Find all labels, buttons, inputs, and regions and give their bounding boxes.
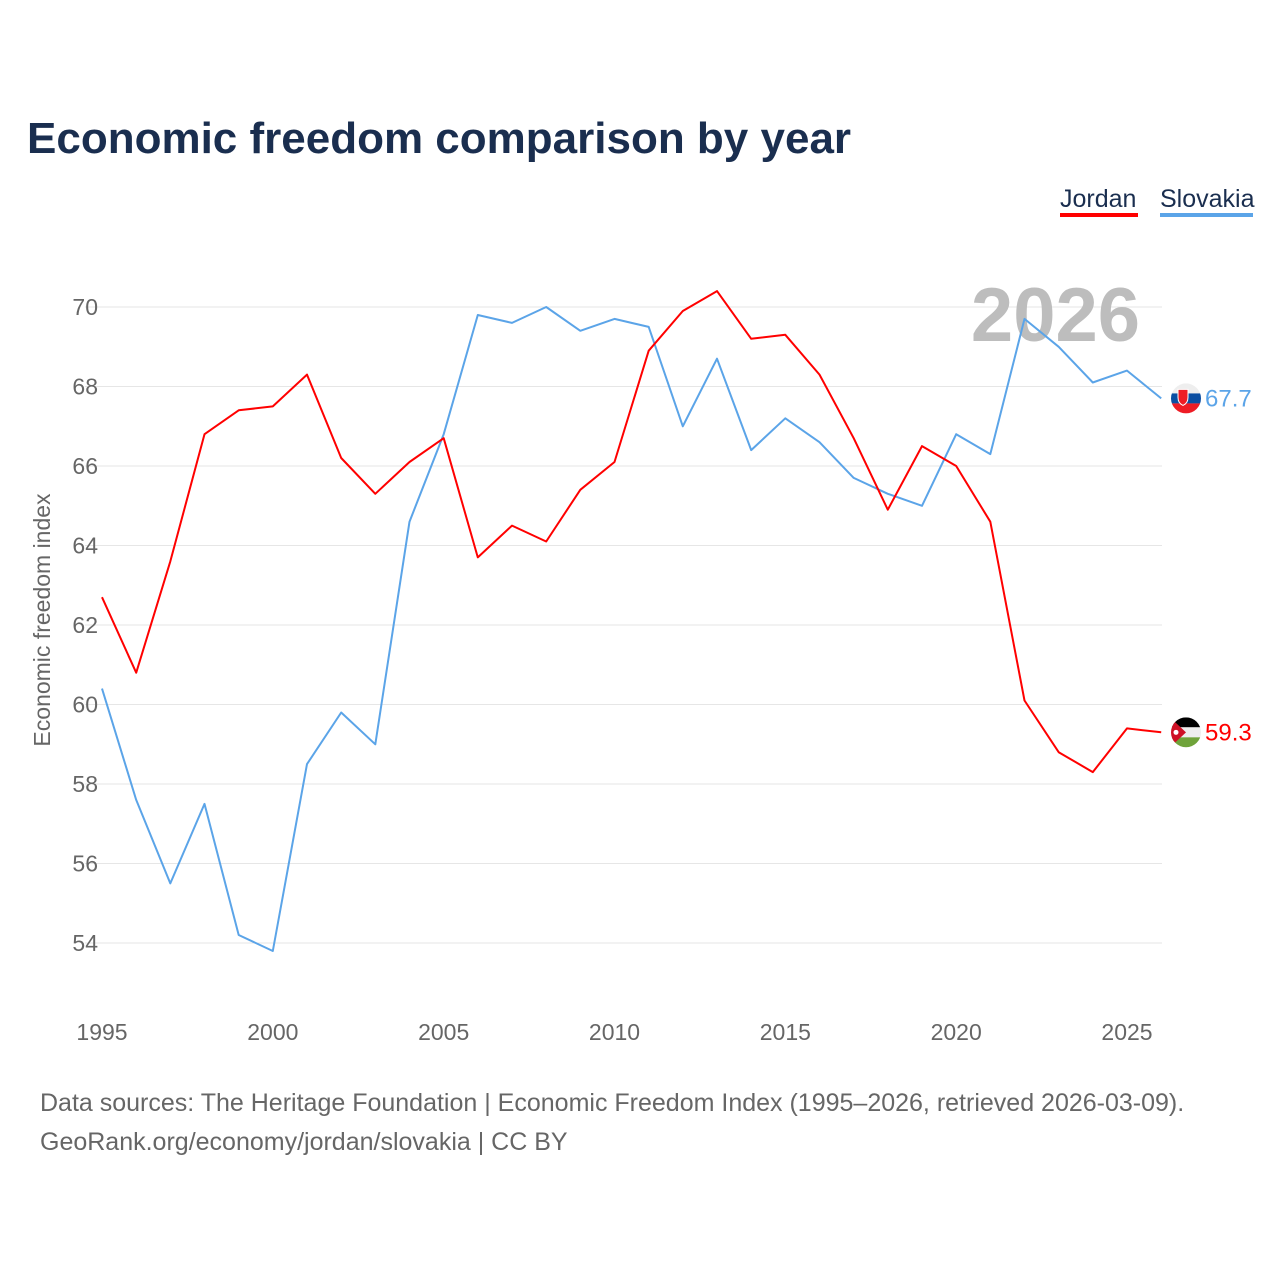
end-labels: 67.7 59.3: [1171, 383, 1252, 748]
line-slovakia: [101, 306, 1162, 952]
x-tick-label: 2015: [760, 1019, 811, 1045]
y-tick-label: 64: [72, 533, 98, 559]
x-tick-label: 2000: [247, 1019, 298, 1045]
y-tick-label: 70: [72, 294, 98, 320]
gridlines: [85, 306, 1162, 944]
legend-item-slovakia[interactable]: Slovakia: [1160, 185, 1255, 217]
legend-label: Jordan: [1060, 185, 1136, 213]
legend-swatch: [1060, 213, 1138, 217]
end-label-slovakia: 67.7: [1205, 385, 1252, 412]
source-line-2[interactable]: GeoRank.org/economy/jordan/slovakia | CC…: [40, 1128, 568, 1156]
end-label-jordan: 59.3: [1205, 719, 1252, 746]
jordan-flag-icon: [1171, 717, 1201, 748]
legend-swatch: [1160, 213, 1253, 217]
series-lines: [101, 290, 1162, 952]
legend-item-jordan[interactable]: Jordan: [1060, 185, 1138, 217]
y-tick-label: 68: [72, 374, 98, 400]
x-tick-label: 2010: [589, 1019, 640, 1045]
x-tick-label: 2020: [931, 1019, 982, 1045]
y-tick-label: 56: [72, 851, 98, 877]
source-line-1: Data sources: The Heritage Foundation | …: [40, 1089, 1184, 1117]
chart-title: Economic freedom comparison by year: [27, 114, 851, 163]
y-tick-label: 58: [72, 771, 98, 797]
x-axis-ticks: 1995 2000 2005 2010 2015 2020 2025: [76, 1019, 1152, 1045]
x-tick-label: 2005: [418, 1019, 469, 1045]
legend: Jordan Slovakia: [1060, 185, 1255, 217]
line-jordan: [101, 290, 1162, 774]
slovakia-flag-icon: [1171, 383, 1201, 414]
y-axis-ticks: 54 56 58 60 62 64 66 68 70: [72, 294, 98, 956]
x-tick-label: 2025: [1101, 1019, 1152, 1045]
y-tick-label: 62: [72, 612, 98, 638]
y-tick-label: 66: [72, 453, 98, 479]
y-tick-label: 60: [72, 692, 98, 718]
x-tick-label: 1995: [76, 1019, 127, 1045]
y-axis-label: Economic freedom index: [29, 493, 55, 747]
y-tick-label: 54: [72, 930, 98, 956]
legend-label: Slovakia: [1160, 185, 1255, 213]
